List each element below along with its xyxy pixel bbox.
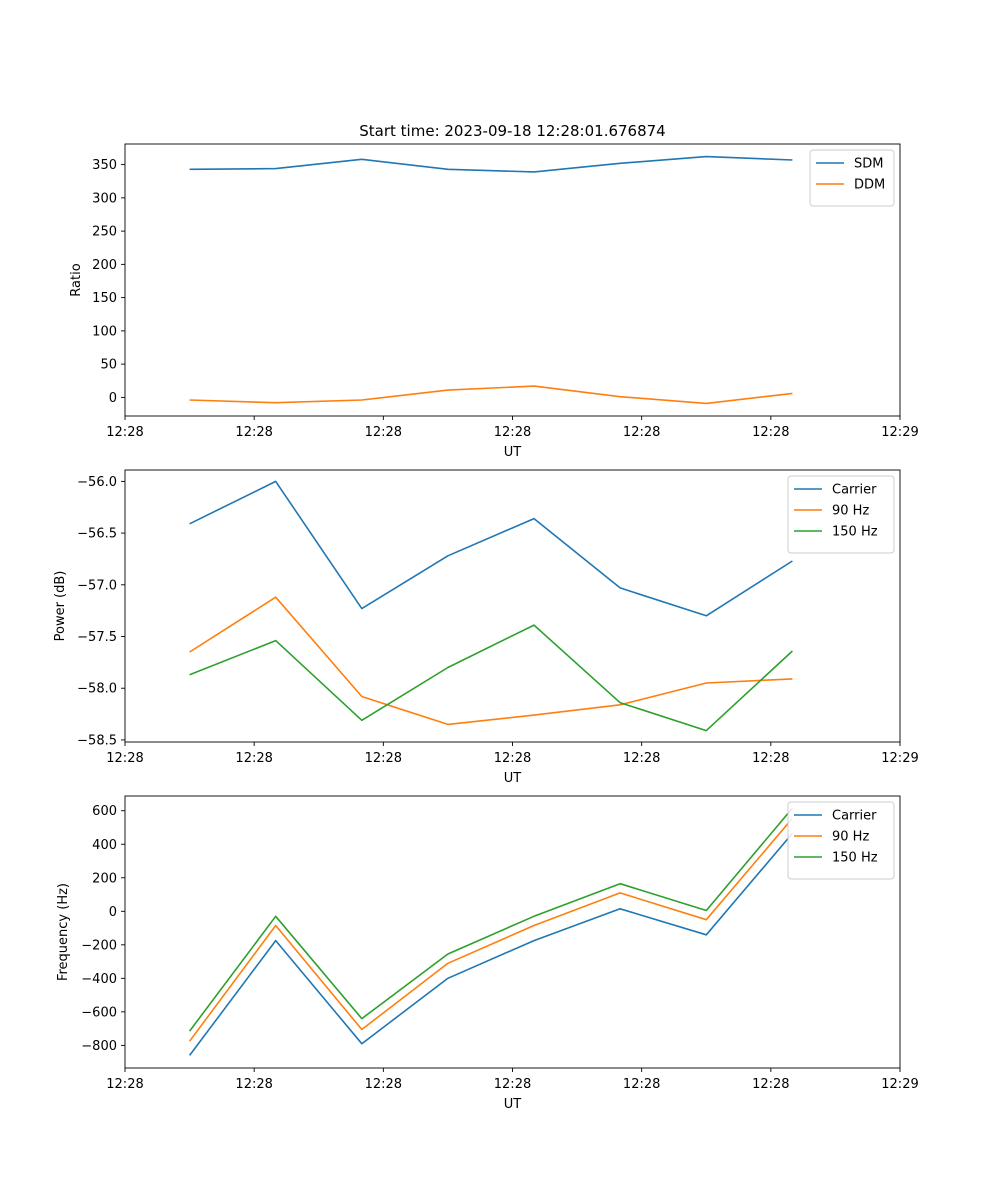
series-line-90-hz	[188, 817, 794, 1042]
y-tick-label: −58.5	[77, 733, 117, 748]
y-tick-label: −200	[81, 938, 117, 953]
legend-label: Carrier	[832, 809, 877, 824]
chart-panel-1: 12:28 12:28 12:28 12:28 12:28 12:28 12:29 0 50 10…	[69, 122, 919, 460]
legend-box	[787, 801, 895, 880]
x-axis-label: UT	[504, 1097, 522, 1112]
y-tick-label: 0	[109, 391, 117, 406]
x-tick-label: 12:29	[881, 751, 918, 766]
x-tick-label: 12:28	[752, 1077, 789, 1092]
legend-label: 150 Hz	[832, 525, 878, 540]
y-tick-label: 200	[92, 258, 117, 273]
y-tick-label: 100	[92, 324, 117, 339]
x-tick-label: 12:29	[881, 425, 918, 440]
series-line-ddm	[189, 385, 793, 405]
x-tick-label: 12:28	[235, 751, 272, 766]
y-tick-label: −56.0	[77, 475, 117, 490]
x-tick-label: 12:28	[623, 425, 660, 440]
series-line-carrier	[189, 480, 793, 617]
x-tick-label: 12:28	[365, 751, 402, 766]
x-tick-label: 12:28	[106, 425, 143, 440]
y-tick-label: −800	[81, 1039, 117, 1054]
x-tick-label: 12:28	[494, 1077, 531, 1092]
x-tick-label: 12:28	[365, 425, 402, 440]
x-tick-label: 12:28	[365, 1077, 402, 1092]
y-axis-label: Frequency (Hz)	[56, 883, 71, 981]
series-line-90-hz	[189, 596, 793, 726]
plot-frame	[124, 143, 901, 417]
chart-panel-2: 12:28 12:28 12:28 12:28 12:28 12:28 12:29 −58.5…	[53, 469, 919, 786]
y-tick-label: 0	[109, 905, 117, 920]
y-axis-label: Ratio	[69, 263, 84, 296]
chart-title: Start time: 2023-09-18 12:28:01.676874	[359, 122, 665, 140]
x-tick-label: 12:28	[235, 425, 272, 440]
legend-label: DDM	[854, 178, 885, 193]
legend-label: 90 Hz	[832, 504, 869, 519]
series-line-sdm	[189, 155, 793, 173]
series-line-150-hz	[188, 807, 794, 1032]
x-tick-label: 12:29	[881, 1077, 918, 1092]
plot-frame	[124, 795, 901, 1069]
x-tick-label: 12:28	[623, 751, 660, 766]
y-tick-label: 250	[92, 225, 117, 240]
y-tick-label: 150	[92, 291, 117, 306]
legend-label: 90 Hz	[832, 830, 869, 845]
series-line-150-hz	[189, 624, 793, 732]
legend: Carrier 90 Hz 150 Hz	[787, 475, 895, 554]
y-axis-label: Power (dB)	[53, 571, 68, 642]
x-tick-label: 12:28	[235, 1077, 272, 1092]
legend-box	[787, 475, 895, 554]
y-tick-label: −58.0	[77, 682, 117, 697]
legend-label: SDM	[854, 157, 883, 172]
x-tick-label: 12:28	[106, 751, 143, 766]
y-tick-label: 200	[92, 871, 117, 886]
x-tick-label: 12:28	[623, 1077, 660, 1092]
series-line-carrier	[188, 832, 794, 1056]
plot-frame	[124, 469, 901, 743]
y-tick-label: −400	[81, 972, 117, 987]
legend-label: Carrier	[832, 483, 877, 498]
chart-panel-3: 12:28 12:28 12:28 12:28 12:28 12:28 12:29 −800 −…	[56, 795, 919, 1112]
x-tick-label: 12:28	[494, 425, 531, 440]
legend-box	[809, 149, 895, 207]
y-tick-label: −56.5	[77, 527, 117, 542]
y-tick-label: 350	[92, 158, 117, 173]
x-tick-label: 12:28	[752, 751, 789, 766]
x-tick-label: 12:28	[752, 425, 789, 440]
x-tick-label: 12:28	[494, 751, 531, 766]
y-tick-label: −600	[81, 1005, 117, 1020]
legend: Carrier 90 Hz 150 Hz	[787, 801, 895, 880]
x-tick-label: 12:28	[106, 1077, 143, 1092]
y-tick-label: 50	[100, 358, 117, 373]
y-tick-label: −57.0	[77, 578, 117, 593]
y-tick-label: 600	[92, 804, 117, 819]
x-axis-label: UT	[504, 445, 522, 460]
y-tick-label: 300	[92, 191, 117, 206]
y-tick-label: 400	[92, 838, 117, 853]
x-axis-label: UT	[504, 771, 522, 786]
legend-label: 150 Hz	[832, 851, 878, 866]
legend: SDM DDM	[809, 149, 895, 207]
y-tick-label: −57.5	[77, 630, 117, 645]
